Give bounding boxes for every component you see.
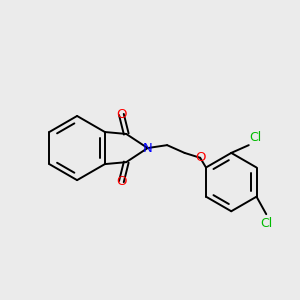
Text: Cl: Cl <box>250 131 262 144</box>
Text: N: N <box>143 142 152 154</box>
Text: O: O <box>195 151 206 164</box>
Text: O: O <box>116 108 127 121</box>
Text: Cl: Cl <box>260 217 272 230</box>
Text: O: O <box>116 175 127 188</box>
